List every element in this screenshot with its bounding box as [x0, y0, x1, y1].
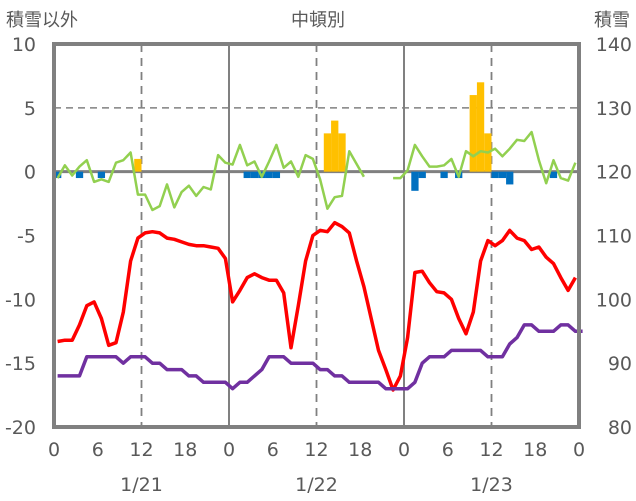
bar-negative [250, 171, 259, 179]
y-tick-right: 120 [596, 162, 632, 184]
chart-title: 中頓別 [291, 10, 345, 31]
x-tick: 0 [398, 439, 410, 461]
bar-negative [498, 171, 507, 179]
bar-negative [75, 171, 84, 179]
bar-positive [476, 82, 485, 172]
y-tick-right: 140 [596, 34, 632, 56]
y-tick-right: 90 [608, 353, 632, 375]
bar-negative [265, 171, 273, 179]
bar-negative [418, 171, 426, 179]
series-green-line [56, 130, 577, 212]
x-tick: 18 [523, 439, 547, 461]
y-tick-left: 10 [12, 34, 36, 56]
series-purple-line [57, 323, 583, 391]
bar-negative [243, 171, 251, 179]
y-tick-left: -10 [5, 289, 36, 311]
y-tick-left: -15 [5, 353, 36, 375]
y-tick-left: 5 [24, 98, 36, 120]
y-tick-right: 110 [596, 226, 632, 248]
day-label: 1/21 [120, 474, 163, 496]
y-tick-right: 100 [596, 289, 632, 311]
x-tick: 6 [267, 439, 279, 461]
y-tick-right: 80 [608, 417, 632, 439]
x-tick: 12 [479, 439, 503, 461]
x-tick: 6 [442, 439, 454, 461]
bar-positive [338, 133, 346, 172]
x-tick: 12 [304, 439, 328, 461]
x-tick: 6 [92, 439, 104, 461]
x-tick: 0 [573, 439, 585, 461]
x-tick: 18 [348, 439, 372, 461]
bar-negative [506, 171, 514, 185]
series-red-line [57, 220, 577, 392]
bar-negative [440, 171, 448, 179]
bar-negative [97, 171, 106, 179]
bar-negative [491, 171, 499, 179]
plot-border [52, 42, 581, 429]
bar-negative [549, 171, 558, 179]
bar-negative [272, 171, 281, 179]
x-tick: 0 [223, 439, 235, 461]
y-tick-right: 130 [596, 98, 632, 120]
bar-positive [331, 120, 339, 172]
bar-positive [134, 158, 142, 172]
day-label: 1/23 [470, 474, 513, 496]
y-tick-left: -20 [5, 417, 36, 439]
bar-positive [323, 133, 332, 172]
x-tick: 18 [173, 439, 197, 461]
y-tick-left: 0 [24, 162, 36, 184]
x-tick: 12 [129, 439, 153, 461]
bar-negative [54, 171, 62, 179]
bar-positive [469, 95, 477, 172]
y-tick-left: -5 [17, 226, 36, 248]
bar-negative [411, 171, 419, 191]
x-tick: 0 [48, 439, 60, 461]
left-axis-title: 積雪以外 [6, 10, 78, 31]
right-axis-title: 積雪 [594, 10, 630, 31]
day-label: 1/22 [295, 474, 338, 496]
